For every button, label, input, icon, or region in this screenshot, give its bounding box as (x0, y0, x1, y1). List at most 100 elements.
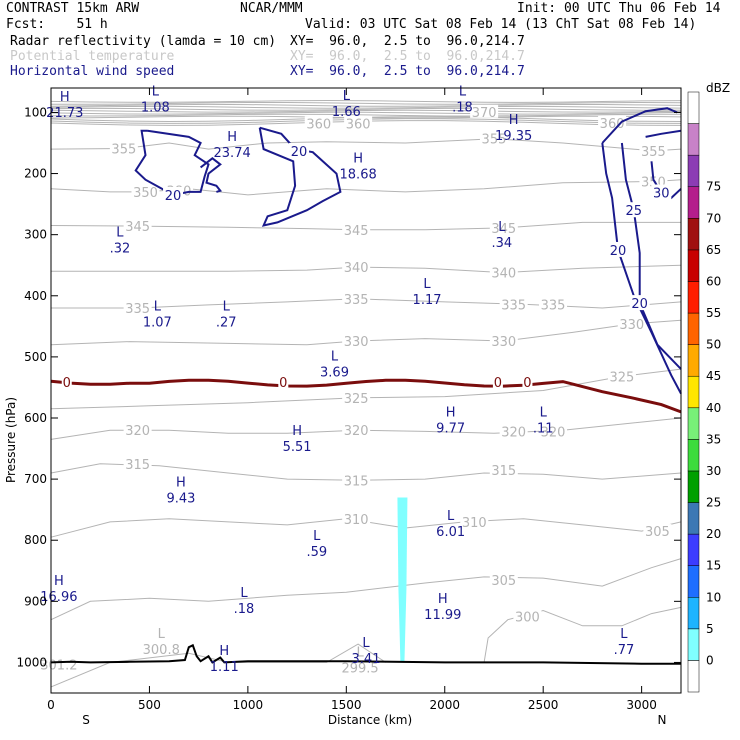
colorbar-tick-label: 35 (706, 432, 721, 446)
y-tick-label: 700 (24, 472, 47, 486)
theta-contour-stratosphere (50, 113, 681, 117)
x-tick-label: 2000 (429, 698, 460, 712)
extremum-kind: L (498, 220, 506, 235)
theta-contour-label: 330 (344, 335, 369, 350)
theta-contour-label: 320 (125, 424, 150, 439)
x-tick-label: 2500 (528, 698, 559, 712)
theta-label-bg (499, 424, 528, 438)
field-theta-xy: XY= 96.0, 2.5 to 96.0,214.7 (290, 49, 525, 64)
extremum-value: 1.17 (413, 293, 442, 308)
theta-label-bg (342, 390, 371, 404)
y-tick-label: 200 (24, 167, 47, 181)
zero-contour-label: 0 (523, 376, 531, 391)
colorbar-bin (687, 344, 700, 377)
theta-label-bg (342, 222, 371, 236)
wind-contour-label: 30 (653, 187, 670, 202)
wind-speed-contour (620, 142, 682, 370)
theta-label-bg (539, 424, 568, 438)
extremum-value: .27 (216, 315, 237, 330)
colorbar-bin (687, 186, 700, 219)
extremum-kind: H (446, 406, 456, 421)
y-tick-label: 500 (24, 350, 47, 364)
colorbar-tick-label: 60 (706, 274, 721, 288)
extremum-kind: L (154, 299, 162, 314)
valid-time: Valid: 03 UTC Sat 08 Feb 14 (13 ChT Sat … (305, 17, 697, 32)
theta-extremum-kind: L (356, 646, 364, 661)
theta-contour-label: 335 (125, 302, 150, 317)
theta-label-bg (489, 572, 518, 586)
colorbar-bin (687, 470, 700, 503)
theta-contour-label: 340 (491, 267, 516, 282)
extremum-kind: L (459, 84, 467, 99)
theta-label-bg (479, 131, 508, 145)
terrain-line (50, 643, 681, 665)
theta-contour-label: 300 (515, 611, 540, 626)
colorbar-bin (687, 154, 700, 187)
theta-contour-label: 370 (472, 106, 497, 121)
theta-contour-label: 330 (491, 335, 516, 350)
extremum-kind: L (223, 299, 231, 314)
org-label: NCAR/MMM (240, 1, 303, 16)
extremum-value: 19.35 (495, 129, 532, 144)
extremum-value: .11 (533, 422, 554, 437)
theta-contour-label: 335 (541, 298, 566, 313)
extremum-value: 1.11 (210, 660, 239, 675)
extremum-value: 6.01 (436, 525, 465, 540)
theta-contour-label: 320 (541, 425, 566, 440)
x-tick-label: 500 (138, 698, 161, 712)
theta-contour-label: 345 (125, 220, 150, 235)
x-end-right: N (658, 713, 667, 727)
theta-contour-label: 360 (346, 117, 371, 132)
extremum-value: 9.77 (436, 422, 465, 437)
extremum-value: .18 (452, 100, 473, 115)
colorbar-bin (687, 597, 700, 630)
wind-label-bg (629, 295, 650, 311)
zero-contour-label: 0 (63, 376, 71, 391)
colorbar-bin (687, 439, 700, 472)
wind-label-bg (289, 142, 310, 158)
wind-speed-contour (134, 129, 210, 196)
colorbar-bin (687, 249, 700, 282)
theta-contour-stratosphere (50, 105, 682, 109)
wind-label-bg (608, 241, 628, 257)
field-wind: Horizontal wind speed (10, 64, 175, 79)
theta-label-bg (643, 524, 672, 538)
extremum-kind: H (509, 113, 519, 128)
theta-label-bg (342, 423, 371, 437)
field-theta: Potential temperature (10, 49, 175, 64)
theta-label-bg (131, 184, 160, 198)
colorbar-tick-label: 20 (706, 527, 721, 541)
extremum-value: 18.68 (340, 168, 377, 183)
x-tick-label: 1000 (233, 698, 264, 712)
theta-contour-label: 315 (491, 464, 516, 479)
colorbar-bin (687, 312, 700, 345)
theta-contour-label: 360 (306, 117, 331, 132)
theta-label-bg (342, 334, 371, 347)
theta-contour-label: 335 (344, 293, 369, 308)
theta-contour-stratosphere (50, 99, 682, 103)
extremum-kind: H (219, 644, 229, 659)
extremum-value: 23.74 (214, 146, 251, 161)
extremum-value: .77 (614, 643, 635, 658)
theta-contour (50, 518, 682, 538)
init-time: Init: 00 UTC Thu 06 Feb 14 (517, 1, 721, 16)
theta-label-bg (123, 301, 152, 314)
extremum-value: .34 (492, 236, 513, 251)
theta-label-bg (342, 291, 371, 305)
theta-label-bg (460, 514, 489, 528)
extremum-kind: L (343, 89, 351, 104)
theta-contour-label: 350 (133, 186, 158, 201)
theta-contour-label: 355 (482, 133, 507, 148)
theta-contour-stratosphere (50, 107, 682, 111)
extremum-value: 1.07 (143, 315, 172, 330)
model-title: CONTRAST 15km ARW (6, 1, 140, 16)
theta-label-bg (123, 423, 152, 437)
theta-contour-label: 360 (600, 117, 625, 132)
theta-label-bg (123, 456, 152, 470)
wind-contour-label: 25 (625, 204, 642, 219)
colorbar-tick-label: 25 (706, 496, 721, 510)
theta-extremum-kind: L (158, 627, 166, 642)
zero-contour-label: 0 (279, 376, 287, 391)
colorbar-bin (687, 660, 700, 693)
